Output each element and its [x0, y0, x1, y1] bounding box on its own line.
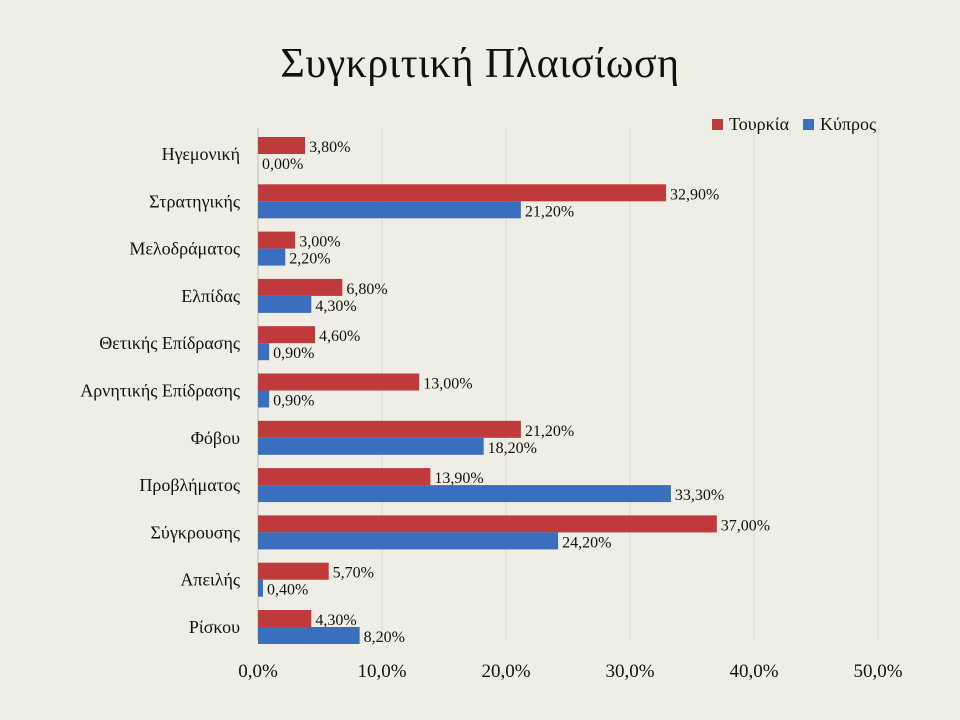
bar-cyprus [258, 248, 286, 266]
data-label-turkey: 4,30% [315, 612, 356, 629]
category-label: Αρνητικής Επίδρασης [80, 381, 240, 401]
data-label-cyprus: 0,90% [273, 393, 314, 410]
bar-turkey [258, 137, 306, 154]
bar-turkey [258, 420, 521, 438]
legend-item-cyprus: Κύπρος [803, 114, 876, 135]
legend-label-cyprus: Κύπρος [820, 114, 877, 134]
x-tick-label: 40,0% [729, 661, 778, 682]
data-label-cyprus: 21,20% [525, 203, 574, 220]
bar-cyprus [258, 295, 312, 313]
bar-cyprus [258, 532, 559, 550]
data-label-turkey: 13,90% [434, 470, 483, 487]
bar-turkey [258, 515, 717, 533]
category-label: Μελοδράματος [129, 239, 240, 259]
data-label-cyprus: 2,20% [289, 251, 330, 268]
x-tick-label: 50,0% [853, 661, 902, 682]
bar-cyprus [258, 485, 671, 503]
category-label: Θετικής Επίδρασης [99, 333, 240, 353]
bar-turkey [258, 278, 343, 296]
bar-turkey [258, 326, 316, 344]
data-label-turkey: 37,00% [721, 517, 770, 534]
data-label-cyprus: 18,20% [488, 440, 537, 457]
data-label-cyprus: 4,30% [315, 298, 356, 315]
category-label: Ηγεμονική [162, 144, 240, 164]
data-label-cyprus: 0,90% [273, 345, 314, 362]
data-label-turkey: 3,00% [299, 234, 340, 251]
legend-swatch-turkey [712, 119, 723, 130]
bar-turkey [258, 468, 431, 486]
data-label-turkey: 32,90% [670, 186, 719, 203]
category-label: Φόβου [191, 428, 240, 448]
category-label: Απειλής [180, 570, 240, 590]
legend-swatch-cyprus [803, 119, 814, 130]
bar-turkey [258, 184, 666, 202]
data-label-cyprus: 8,20% [364, 629, 405, 646]
data-label-turkey: 4,60% [319, 328, 360, 345]
data-label-cyprus: 0,40% [267, 582, 308, 599]
x-tick-label: 10,0% [357, 661, 406, 682]
category-label: Ρίσκου [189, 617, 240, 637]
data-label-turkey: 13,00% [423, 376, 472, 393]
data-label-cyprus: 33,30% [675, 487, 724, 504]
bar-cyprus [258, 579, 263, 597]
bar-turkey [258, 562, 329, 580]
bar-cyprus [258, 390, 270, 408]
legend: Τουρκία Κύπρος [712, 114, 876, 135]
bar-turkey [258, 231, 296, 249]
x-tick-label: 0,0% [238, 661, 278, 682]
bar-cyprus [258, 437, 484, 455]
legend-item-turkey: Τουρκία [712, 114, 789, 135]
data-label-cyprus: 24,20% [562, 534, 611, 551]
x-tick-label: 30,0% [605, 661, 654, 682]
category-label: Σύγκρουσης [150, 522, 240, 542]
category-label: Ελπίδας [181, 286, 240, 306]
data-label-turkey: 21,20% [525, 423, 574, 440]
bar-cyprus [258, 201, 521, 219]
legend-label-turkey: Τουρκία [729, 114, 789, 134]
data-label-turkey: 6,80% [346, 281, 387, 298]
bar-turkey [258, 610, 312, 627]
category-label: Προβλήματος [139, 475, 240, 495]
category-label: Στρατηγικής [149, 191, 240, 211]
bar-cyprus [258, 343, 270, 361]
data-label-turkey: 3,80% [309, 139, 350, 156]
chart-title: Συγκριτική Πλαισίωση [280, 41, 680, 87]
bar-turkey [258, 373, 420, 391]
data-label-cyprus: 0,00% [262, 156, 303, 173]
bar-cyprus [258, 627, 360, 644]
data-label-turkey: 5,70% [333, 565, 374, 582]
x-tick-label: 20,0% [481, 661, 530, 682]
